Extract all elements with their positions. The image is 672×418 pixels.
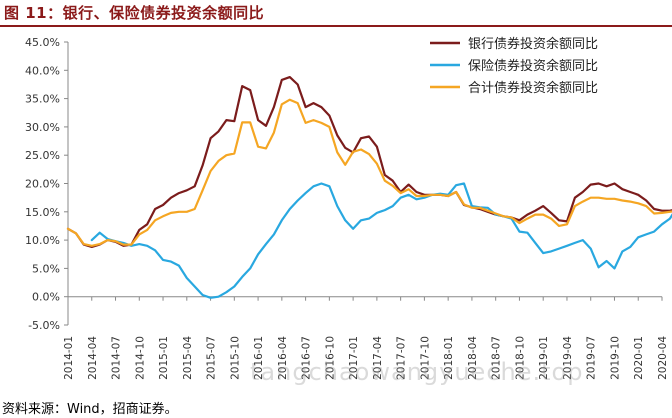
y-tick-label: 45.0% xyxy=(25,36,60,49)
series-layer xyxy=(66,75,672,299)
y-tick-label: 35.0% xyxy=(25,93,60,106)
legend-label-2: 保险债券投资余额同比 xyxy=(468,58,598,74)
x-tick-label: 2019-10 xyxy=(609,336,621,380)
series-line-2 xyxy=(90,182,672,299)
x-tick-label: 2017-07 xyxy=(396,336,408,380)
y-tick-label: 30.0% xyxy=(25,121,60,134)
y-tick-label: 40.0% xyxy=(25,64,60,77)
x-tick-label: 2019-07 xyxy=(586,336,598,380)
legend-label-3: 合计债券投资余额同比 xyxy=(468,80,598,96)
x-tick-label: 2018-07 xyxy=(491,336,503,380)
x-tick-label: 2016-01 xyxy=(253,336,265,380)
x-tick-label: 2020-04 xyxy=(657,336,669,380)
y-tick-label: 5.0% xyxy=(32,262,60,275)
x-tick-label: 2014-01 xyxy=(63,336,75,380)
x-tick-label: 2014-10 xyxy=(134,336,146,380)
series-line-3 xyxy=(66,98,672,247)
watermark: tangchaowangyueche.top xyxy=(250,358,584,386)
x-tick-label: 2016-07 xyxy=(301,336,313,380)
x-tick-label: 2015-04 xyxy=(182,336,194,380)
legend-label-1: 银行债券投资余额同比 xyxy=(468,36,598,52)
x-tick-label: 2019-01 xyxy=(538,336,550,380)
title-rule xyxy=(0,25,672,27)
y-tick-label: 10.0% xyxy=(25,234,60,247)
y-tick-label: -5.0% xyxy=(28,319,60,332)
figure-title: 图 11：银行、保险债券投资余额同比 xyxy=(4,4,265,22)
source-note: 资料来源：Wind，招商证券。 xyxy=(2,402,178,417)
series-line-1 xyxy=(66,75,672,248)
x-tick-label: 2015-07 xyxy=(206,336,218,380)
y-tick-label: 20.0% xyxy=(25,178,60,191)
x-tick-label: 2018-10 xyxy=(514,336,526,380)
x-tick-label: 2015-01 xyxy=(158,336,170,380)
x-tick-label: 2014-07 xyxy=(111,336,123,380)
x-tick-label: 2016-04 xyxy=(277,336,289,380)
x-tick-label: 2018-01 xyxy=(443,336,455,380)
y-tick-label: 0.0% xyxy=(32,291,60,304)
x-tick-label: 2017-04 xyxy=(372,336,384,380)
x-tick-label: 2017-10 xyxy=(419,336,431,380)
x-tick-label: 2019-04 xyxy=(562,336,574,380)
x-tick-label: 2020-01 xyxy=(633,336,645,380)
x-tick-label: 2017-01 xyxy=(348,336,360,380)
y-tick-label: 25.0% xyxy=(25,149,60,162)
y-tick-label: 15.0% xyxy=(25,206,60,219)
axes: -5.0% 0.0% 5.0% 10.0% 15.0% 20.0% 25.0% 30.0% 35… xyxy=(25,36,669,380)
x-tick-label: 2016-10 xyxy=(324,336,336,380)
x-tick-label: 2015-10 xyxy=(229,336,241,380)
x-tick-label: 2014-04 xyxy=(87,336,99,380)
x-tick-label: 2018-04 xyxy=(467,336,479,380)
